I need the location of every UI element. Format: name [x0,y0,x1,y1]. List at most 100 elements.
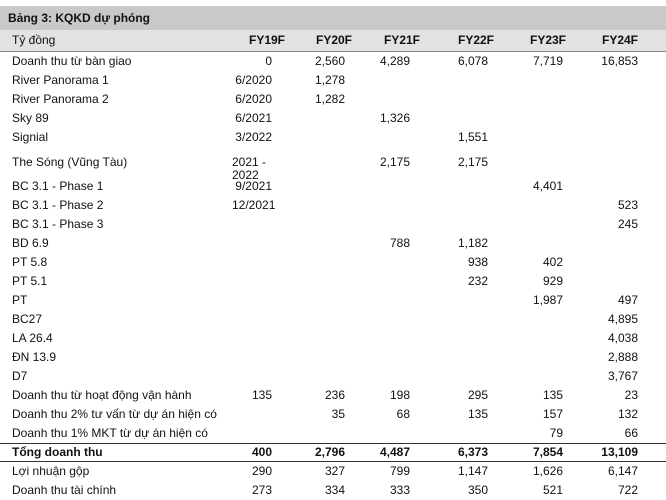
table-row: BD 6.9 788 1,182 [0,234,666,253]
table-row: River Panorama 2 6/2020 1,282 [0,90,666,109]
table-row: ĐN 13.9 2,888 [0,348,666,367]
cell-value: 4,401 [532,179,563,193]
cell-value: 4,289 [379,54,410,68]
row-label: River Panorama 2 [12,92,109,106]
table-row: BC27 4,895 [0,310,666,329]
row-label: BC27 [12,312,43,326]
table-row: Sky 89 6/2021 1,326 [0,109,666,128]
header-cell: FY19F [248,33,285,47]
row-label: D7 [12,369,28,383]
row-label: ĐN 13.9 [12,350,57,364]
cell-value: 0 [265,54,272,68]
row-label: The Sóng (Vũng Tàu) [12,154,128,169]
table-row: Signial 3/2022 1,551 [0,128,666,147]
table-row: The Sóng (Vũng Tàu) 2021 - 2022 2,175 2,175 [0,147,666,181]
cell-value: 523 [617,198,638,212]
cell-value: 4,038 [607,331,638,345]
cell-value: 295 [467,388,488,402]
cell-value: 400 [251,445,272,459]
cell-value: 273 [251,483,272,497]
cell-value: 799 [389,464,410,478]
cell-value: 1,326 [379,111,410,125]
cell-value: 9/2021 [235,179,272,193]
cell-value: 497 [617,293,638,307]
row-label: Tổng doanh thu [12,445,103,459]
cell-value: 7,719 [532,54,563,68]
row-label: BC 3.1 - Phase 3 [12,217,104,231]
cell-value: 198 [389,388,410,402]
cell-value: 66 [624,426,638,440]
row-label: PT 5.8 [12,255,48,269]
table-row: PT 5.1 232 929 [0,272,666,291]
cell-value: 12/2021 [232,198,276,212]
cell-value: 1,626 [532,464,563,478]
table-row: Doanh thu tài chính 273 334 333 350 521 722 [0,481,666,500]
row-label: River Panorama 1 [12,73,109,87]
cell-value: 1,278 [314,73,345,87]
cell-value: 23 [624,388,638,402]
cell-value: 334 [324,483,345,497]
cell-value: 6,373 [457,445,488,459]
cell-value: 79 [549,426,563,440]
cell-value: 16,853 [601,54,638,68]
row-label: Sky 89 [12,111,49,125]
row-label: Doanh thu 1% MKT từ dự án hiện có [12,426,208,440]
cell-value: 2,888 [607,350,638,364]
cell-value: 135 [542,388,563,402]
table-row: PT 5.8 938 402 [0,253,666,272]
cell-value: 521 [542,483,563,497]
cell-value: 402 [542,255,563,269]
cell-value: 2,175 [457,154,488,169]
cell-value: 6,078 [457,54,488,68]
table-row: Doanh thu 1% MKT từ dự án hiện có 79 66 [0,424,666,443]
table-row: Doanh thu 2% tư vấn từ dự án hiện có 35 68… [0,405,666,424]
cell-value: 4,487 [379,445,410,459]
row-label: Doanh thu từ bàn giao [12,54,132,68]
cell-value: 929 [542,274,563,288]
cell-value: 236 [324,388,345,402]
header-cell: Tỷ đồng [12,33,56,47]
cell-value: 3/2022 [235,130,272,144]
cell-value: 6,147 [607,464,638,478]
table-row: D7 3,767 [0,367,666,386]
header-cell: FY22F [457,33,494,47]
row-label: Doanh thu tài chính [12,483,117,497]
header-cell: FY24F [601,33,638,47]
cell-value: 135 [251,388,272,402]
cell-value: 333 [389,483,410,497]
table-row: Lợi nhuận gộp 290 327 799 1,147 1,626 6,147 [0,462,666,481]
row-label: PT 5.1 [12,274,48,288]
header-cell: FY21F [383,33,420,47]
header-row: Tỷ đồng FY19F FY20F FY21F FY22F FY23F FY24F [0,30,666,52]
row-label: BC 3.1 - Phase 2 [12,198,104,212]
header-cell: FY23F [529,33,566,47]
table-row: River Panorama 1 6/2020 1,278 [0,71,666,90]
cell-value: 68 [396,407,410,421]
cell-value: 2,560 [314,54,345,68]
cell-value: 6/2020 [235,92,272,106]
cell-value: 13,109 [601,445,638,459]
cell-value: 350 [467,483,488,497]
table-row: Doanh thu từ hoạt động vận hành 135 236 198… [0,386,666,405]
row-label: BC 3.1 - Phase 1 [12,179,104,193]
cell-value: 1,551 [457,130,488,144]
cell-value: 2,796 [314,445,345,459]
table-row: BC 3.1 - Phase 3 245 [0,215,666,234]
table-row: Doanh thu từ bàn giao 0 2,560 4,289 6,078 7,7… [0,52,666,71]
cell-value: 788 [389,236,410,250]
table-row: PT 1,987 497 [0,291,666,310]
header-cell: FY20F [315,33,352,47]
cell-value: 1,147 [457,464,488,478]
table-row: BC 3.1 - Phase 2 12/2021 523 [0,196,666,215]
cell-value: 245 [617,217,638,231]
cell-value: 4,895 [607,312,638,326]
table-title: Bảng 3: KQKD dự phóng [0,6,666,30]
cell-value: 7,854 [532,445,563,459]
cell-value: 6/2021 [235,111,272,125]
cell-value: 1,282 [314,92,345,106]
row-label: BD 6.9 [12,236,49,250]
table-row: LA 26.4 4,038 [0,329,666,348]
row-label: Doanh thu từ hoạt động vận hành [12,388,192,402]
cell-value: 35 [331,407,345,421]
